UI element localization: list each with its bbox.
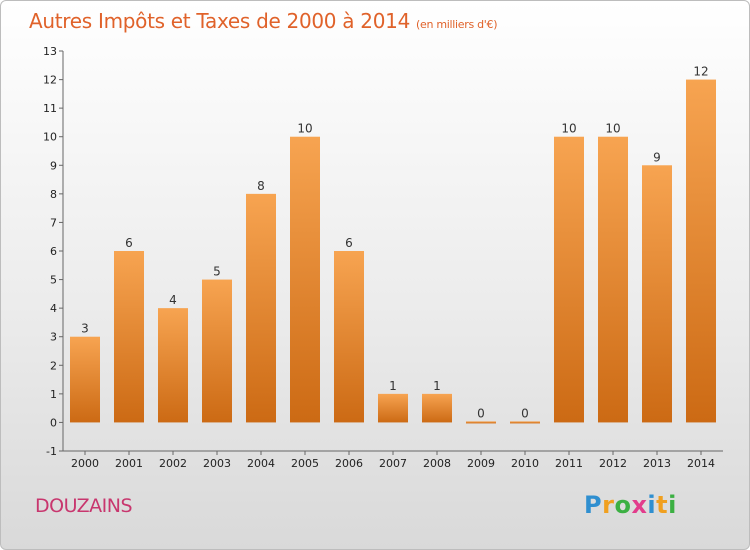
bar [686, 79, 716, 423]
bar [202, 279, 232, 423]
bar-value-label: 10 [605, 122, 620, 136]
bar [290, 136, 320, 423]
bar-value-label: 10 [561, 122, 576, 136]
bar-value-label: 8 [257, 179, 265, 193]
logo-letter: o [614, 491, 632, 519]
x-tick-label: 2001 [115, 457, 143, 470]
y-tick-label: 11 [43, 102, 57, 115]
logo-letter: t [656, 491, 669, 519]
chart-subtitle: (en milliers d'€) [416, 18, 498, 31]
x-tick-label: 2013 [643, 457, 671, 470]
bar-value-label: 3 [81, 322, 89, 336]
y-tick-label: 0 [50, 416, 57, 429]
bar [334, 251, 364, 423]
bar [114, 251, 144, 423]
x-tick-label: 2005 [291, 457, 319, 470]
x-tick-label: 2007 [379, 457, 407, 470]
bar-value-label: 12 [693, 65, 708, 79]
x-tick-label: 2009 [467, 457, 495, 470]
bar [510, 421, 540, 424]
y-tick-label: 1 [50, 388, 57, 401]
logo-letter: i [647, 491, 657, 519]
y-tick-label: -1 [46, 445, 57, 458]
bar-value-label: 6 [345, 236, 353, 250]
bar-value-label: 5 [213, 265, 221, 279]
x-tick-label: 2011 [555, 457, 583, 470]
bar [246, 193, 276, 423]
y-tick-label: 12 [43, 74, 57, 87]
proxiti-logo: Proxiti [584, 491, 677, 519]
logo-letter: r [602, 491, 615, 519]
bar [554, 136, 584, 423]
bar [466, 421, 496, 424]
y-tick-label: 3 [50, 331, 57, 344]
y-tick-label: 9 [50, 159, 57, 172]
bar-value-label: 1 [433, 379, 441, 393]
y-tick-label: 5 [50, 274, 57, 287]
x-tick-label: 2014 [687, 457, 715, 470]
y-tick-label: 7 [50, 216, 57, 229]
x-tick-label: 2008 [423, 457, 451, 470]
bar [378, 393, 408, 423]
bar-value-label: 10 [297, 122, 312, 136]
bar-value-label: 0 [477, 406, 485, 420]
y-tick-label: 8 [50, 188, 57, 201]
bar-value-label: 9 [653, 150, 661, 164]
logo-letter: x [631, 491, 648, 519]
x-tick-label: 2012 [599, 457, 627, 470]
bar [598, 136, 628, 423]
x-tick-label: 2003 [203, 457, 231, 470]
bar [70, 336, 100, 423]
x-tick-label: 2000 [71, 457, 99, 470]
y-tick-label: 10 [43, 131, 57, 144]
x-tick-label: 2010 [511, 457, 539, 470]
chart-title: Autres Impôts et Taxes de 2000 à 2014 (en… [29, 9, 497, 33]
bar-value-label: 1 [389, 379, 397, 393]
y-tick-label: 4 [50, 302, 57, 315]
y-tick-label: 2 [50, 359, 57, 372]
y-tick-label: 6 [50, 245, 57, 258]
bar [422, 393, 452, 423]
bar-value-label: 4 [169, 293, 177, 307]
x-tick-label: 2004 [247, 457, 275, 470]
x-tick-label: 2006 [335, 457, 363, 470]
x-tick-label: 2002 [159, 457, 187, 470]
y-tick-label: 13 [43, 45, 57, 58]
bar-value-label: 0 [521, 406, 529, 420]
logo-letter: i [668, 491, 677, 519]
bar-value-label: 6 [125, 236, 133, 250]
logo-letter: P [584, 491, 603, 519]
chart-title-text: Autres Impôts et Taxes de 2000 à 2014 [29, 9, 410, 33]
commune-name: DOUZAINS [35, 495, 133, 517]
bar [158, 308, 188, 423]
bar [642, 165, 672, 423]
